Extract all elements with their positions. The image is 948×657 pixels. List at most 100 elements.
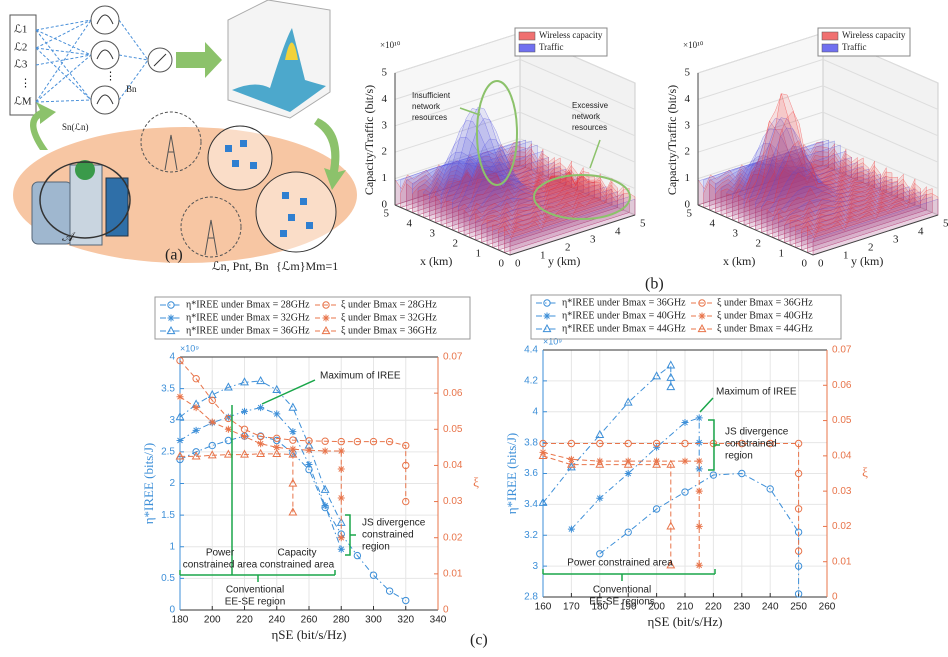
series-line bbox=[179, 435, 407, 601]
marker bbox=[666, 360, 676, 369]
legend-label: η*IREE under Bmax = 36GHz bbox=[186, 325, 310, 336]
legend-marker bbox=[322, 301, 330, 309]
marker bbox=[192, 426, 200, 434]
marker bbox=[208, 418, 216, 426]
marker bbox=[794, 439, 803, 448]
arrow bbox=[459, 107, 601, 169]
marker bbox=[305, 437, 313, 445]
grid-line bbox=[697, 138, 939, 190]
annotation: constrained area bbox=[183, 560, 258, 571]
legend-label: η*IREE under Bmax = 28GHz bbox=[186, 299, 310, 310]
surface-strip bbox=[440, 162, 567, 226]
x-tick-label: 2 bbox=[756, 238, 762, 250]
y-tick-label: 2 bbox=[169, 478, 175, 489]
legend-swatch bbox=[821, 31, 839, 41]
marker bbox=[321, 437, 329, 445]
marker bbox=[241, 407, 248, 415]
annotation: resources bbox=[572, 123, 607, 132]
marker bbox=[240, 425, 249, 433]
z-tick-label: 2 bbox=[685, 146, 691, 158]
surface-strip bbox=[766, 167, 893, 236]
marker bbox=[176, 436, 184, 444]
marker bbox=[353, 437, 362, 446]
y-tick-label: 3.6 bbox=[524, 468, 538, 479]
ellipsis: ⋮ bbox=[105, 71, 116, 83]
annotation: Excessive bbox=[572, 101, 609, 110]
y-tick-label: 4.4 bbox=[524, 345, 538, 356]
marker bbox=[653, 443, 661, 451]
legend-marker bbox=[543, 312, 551, 320]
x-tick-label: 300 bbox=[365, 615, 382, 626]
x-tick-label: 1 bbox=[476, 248, 482, 260]
legend-label: ξ under Bmax = 44GHz bbox=[717, 323, 813, 334]
y2-tick-label: 0.01 bbox=[832, 556, 852, 567]
surface-strip bbox=[784, 178, 910, 243]
x-tick-label: 240 bbox=[268, 615, 285, 626]
surface-strip bbox=[726, 153, 852, 218]
marker bbox=[273, 434, 281, 443]
legend-label: η*IREE under Bmax = 32GHz bbox=[186, 312, 310, 323]
y-tick-label: 4 bbox=[532, 406, 538, 417]
arrow bbox=[176, 42, 222, 78]
legend-label: η*IREE under Bmax = 40GHz bbox=[562, 310, 686, 321]
legend-label: ξ under Bmax = 36GHz bbox=[341, 325, 437, 336]
x-tick-label: 3 bbox=[733, 228, 739, 240]
marker bbox=[539, 439, 547, 448]
input-label: ℒ2 bbox=[14, 42, 27, 54]
y-tick-label: 2.5 bbox=[161, 447, 175, 458]
y-tick-label: 1 bbox=[169, 541, 175, 552]
marker bbox=[337, 534, 345, 542]
marker bbox=[289, 445, 297, 453]
marker bbox=[273, 436, 281, 445]
marker bbox=[288, 507, 298, 516]
legend-marker bbox=[322, 314, 330, 322]
surface-strip bbox=[795, 182, 921, 248]
multiplier: ×10¹⁰ bbox=[380, 40, 401, 50]
surface-strip bbox=[743, 118, 870, 226]
marker bbox=[192, 404, 200, 412]
x-tick-label: 260 bbox=[819, 602, 836, 613]
nn-links bbox=[35, 19, 149, 103]
x-tick-label: 260 bbox=[301, 615, 318, 626]
marker bbox=[192, 448, 200, 456]
annotation: region bbox=[725, 451, 753, 462]
z-tick-label: 5 bbox=[382, 67, 388, 79]
surface-strip bbox=[801, 193, 927, 251]
grid-line bbox=[394, 85, 636, 137]
marker bbox=[695, 414, 703, 422]
y-tick-label: 2 bbox=[565, 242, 571, 254]
y-tick-label: 2 bbox=[868, 242, 874, 254]
marker bbox=[272, 448, 282, 457]
y2-tick-label: 0.02 bbox=[443, 532, 463, 543]
y-tick-label: 0 bbox=[818, 258, 824, 270]
x-tick-label: 320 bbox=[397, 615, 414, 626]
surface-strip bbox=[720, 150, 847, 216]
arrow bbox=[30, 102, 56, 150]
x-tick-label: 4 bbox=[710, 218, 716, 230]
multiplier: ×10⁹ bbox=[180, 343, 199, 353]
multiplier: ×10¹⁰ bbox=[683, 40, 704, 50]
x-tick-label: 240 bbox=[762, 602, 779, 613]
marker bbox=[695, 457, 703, 465]
y2-tick-label: 0.04 bbox=[832, 450, 852, 461]
marker bbox=[369, 571, 378, 579]
marker bbox=[596, 550, 604, 558]
y2-tick-label: 0.07 bbox=[832, 345, 852, 356]
x-tick-label: 2 bbox=[453, 238, 459, 250]
surface-strip bbox=[504, 187, 630, 253]
y-tick-label: 3 bbox=[169, 415, 175, 426]
legend-marker bbox=[167, 301, 175, 309]
surface-plot: 012345012345012345×10¹⁰Capacity/Traffic … bbox=[362, 27, 646, 270]
marker bbox=[241, 433, 248, 441]
marker bbox=[288, 478, 298, 487]
legend-label: Wireless capacity bbox=[539, 30, 603, 40]
surface-strip bbox=[812, 193, 939, 256]
y2-axis-label: ξ bbox=[473, 474, 479, 489]
series-line bbox=[179, 407, 342, 550]
legend-label: η*IREE under Bmax = 44GHz bbox=[562, 323, 686, 334]
marker bbox=[337, 494, 345, 502]
x-tick-label: 210 bbox=[677, 602, 694, 613]
y2-axis-label: ξ bbox=[862, 464, 868, 479]
surface-strip bbox=[732, 143, 858, 221]
